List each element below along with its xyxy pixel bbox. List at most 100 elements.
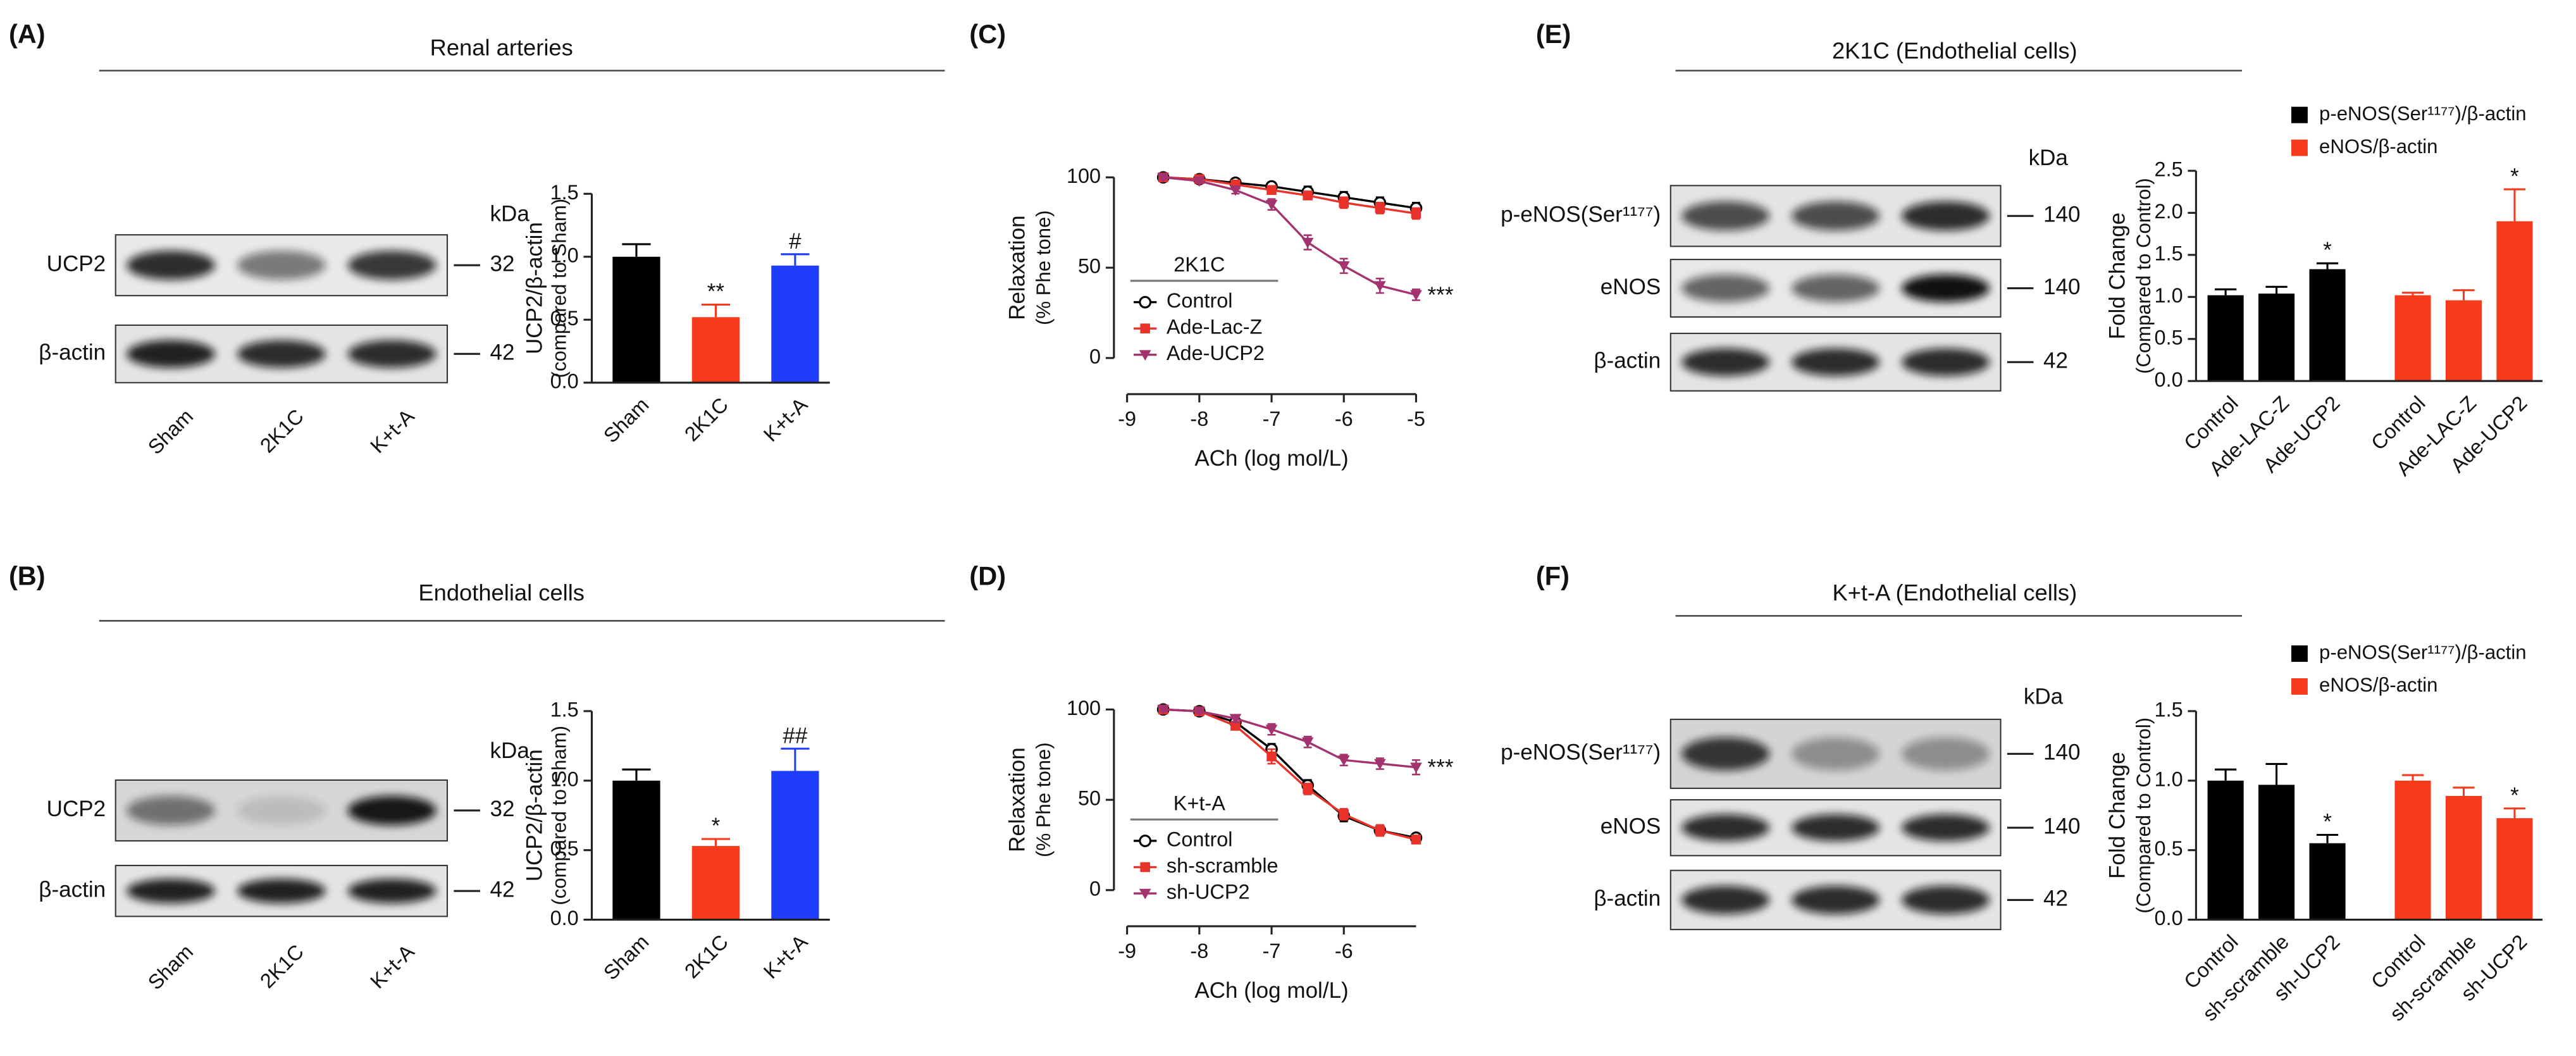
- kda-value: 32: [490, 797, 515, 821]
- blot-band: [1681, 814, 1770, 842]
- blot-band: [237, 878, 326, 904]
- blot-band: [1681, 885, 1770, 914]
- section-title: 2K1C (Endothelial cells): [1832, 38, 2078, 64]
- blot-band: [1792, 885, 1880, 914]
- blot-band: [1681, 201, 1770, 231]
- x-tick-label: -7: [1263, 940, 1281, 962]
- lane-label: Sham: [144, 940, 197, 994]
- blot-band: [1792, 737, 1880, 771]
- blot-band: [1901, 274, 1990, 302]
- legend-label: Control: [1167, 828, 1233, 851]
- blot-band: [1792, 274, 1880, 302]
- blot-row-label: eNOS: [1601, 814, 1661, 838]
- legend-marker: [1139, 295, 1152, 309]
- y-tick-label: 0.0: [550, 907, 579, 929]
- blot-band: [127, 795, 216, 826]
- blot-row-label: p-eNOS(Ser¹¹⁷⁷): [1501, 202, 1661, 227]
- panel-label: (A): [9, 19, 46, 49]
- point: [1193, 706, 1206, 717]
- legend-swatch: [2291, 645, 2308, 662]
- y-axis-label: Relaxation: [1005, 747, 1030, 852]
- blot-row-label: β-actin: [1594, 886, 1661, 911]
- y-tick-label: 100: [1067, 165, 1101, 187]
- point: [1411, 835, 1421, 845]
- x-tick-label: 2K1C: [680, 930, 733, 983]
- x-tick-label: -9: [1118, 940, 1136, 962]
- bar: [2394, 295, 2431, 382]
- y-tick-label: 0.0: [2155, 368, 2183, 391]
- x-tick-label: -8: [1190, 940, 1208, 962]
- kda-value: 42: [490, 340, 515, 365]
- bar: [612, 780, 660, 920]
- point: [1375, 203, 1385, 213]
- blot-band: [1681, 274, 1770, 302]
- y-axis-label: UCP2/β-actin: [522, 749, 547, 881]
- blot-row-label: β-actin: [1594, 349, 1661, 373]
- series-line: [1163, 176, 1416, 215]
- x-axis-label: ACh (log mol/L): [1194, 978, 1348, 1003]
- blot-row-label: UCP2: [47, 251, 106, 276]
- blot-band: [1901, 814, 1990, 842]
- x-tick-label: K+t-A: [759, 930, 812, 983]
- series-line: [1163, 708, 1416, 841]
- significance: *: [2510, 164, 2519, 189]
- x-tick-label: K+t-A: [759, 393, 812, 446]
- x-tick-label: -8: [1190, 407, 1208, 430]
- legend-marker: [1140, 862, 1150, 873]
- legend-marker: [1139, 350, 1151, 361]
- y-axis-sublabel: (% Phe tone): [1032, 742, 1055, 857]
- blot-row-label: UCP2: [47, 797, 106, 821]
- point: [1411, 208, 1421, 219]
- bar: [2445, 795, 2482, 920]
- blot-row-label: p-eNOS(Ser¹¹⁷⁷): [1501, 740, 1661, 765]
- panel-label: (D): [969, 561, 1006, 591]
- x-tick-label: -7: [1263, 407, 1281, 430]
- point: [1339, 197, 1349, 208]
- y-tick-label: 1.0: [550, 244, 579, 266]
- bar: [2496, 221, 2533, 382]
- blot-band: [1792, 348, 1880, 376]
- point: [1374, 759, 1386, 770]
- bar: [771, 265, 819, 383]
- legend-label: p-eNOS(Ser¹¹⁷⁷)/β-actin: [2319, 641, 2527, 663]
- y-tick-label: 0: [1089, 877, 1101, 900]
- legend-marker: [1139, 888, 1151, 900]
- legend-title: 2K1C: [1173, 253, 1225, 276]
- blot-band: [1901, 348, 1990, 376]
- blot-band: [1901, 737, 1990, 771]
- significance: #: [789, 229, 802, 254]
- point: [1266, 185, 1277, 196]
- blot-band: [1792, 814, 1880, 842]
- point: [1266, 751, 1277, 762]
- lane-label: K+t-A: [366, 940, 419, 993]
- point: [1410, 290, 1422, 301]
- point: [1303, 190, 1313, 201]
- point: [1157, 173, 1170, 183]
- point: [1229, 185, 1242, 196]
- blot-band: [1792, 201, 1880, 231]
- blot-band: [237, 340, 326, 368]
- legend-swatch: [2291, 139, 2308, 156]
- panel-label: (F): [1536, 561, 1570, 591]
- kda-value: 42: [490, 877, 515, 902]
- blot-row-label: β-actin: [39, 340, 106, 365]
- kda-value: 140: [2043, 740, 2080, 765]
- y-axis-label: Fold Change: [2105, 752, 2130, 879]
- point: [1337, 755, 1350, 766]
- significance: *: [712, 814, 721, 838]
- y-tick-label: 0.5: [550, 307, 579, 330]
- y-axis-sublabel: (compared to Sham): [548, 199, 570, 378]
- kda-value: 140: [2043, 275, 2080, 299]
- lane-label: Sham: [144, 405, 197, 459]
- kda-unit: kDa: [2029, 146, 2069, 170]
- blot-band: [1681, 737, 1770, 771]
- y-tick-label: 0.0: [2155, 907, 2183, 929]
- point: [1301, 237, 1314, 249]
- bar: [2207, 780, 2244, 920]
- significance: *: [2510, 783, 2519, 808]
- blot-band: [127, 340, 216, 368]
- y-tick-label: 1.0: [2155, 767, 2183, 790]
- x-tick-label: -6: [1335, 940, 1353, 962]
- y-tick-label: 1.5: [550, 181, 579, 204]
